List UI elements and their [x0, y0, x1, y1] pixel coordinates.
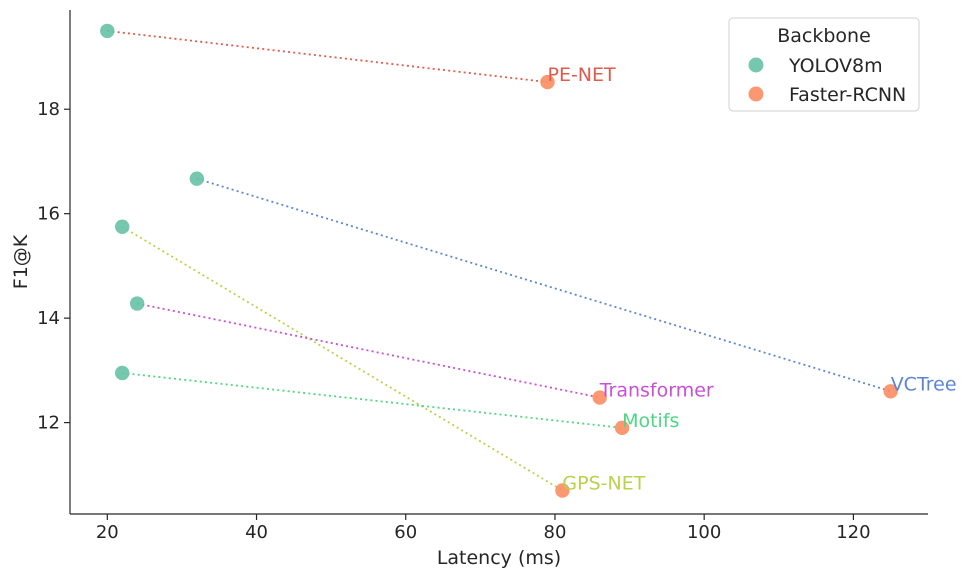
connection-line-gps-net [121, 225, 563, 492]
legend-title: Backbone [777, 25, 871, 47]
y-tick-label: 16 [37, 204, 60, 225]
connection-lines [107, 29, 891, 492]
point-yolov8m-gps-net [115, 219, 130, 234]
connection-line-pe-net [107, 29, 548, 83]
point-yolov8m-transformer [129, 296, 145, 311]
connection-line-vctree [196, 177, 891, 393]
point-faster-rcnn-gps-net [555, 483, 570, 498]
y-axis-label: F1@K [10, 234, 32, 289]
legend-marker [748, 57, 764, 73]
x-tick-label: 120 [836, 522, 870, 543]
point-faster-rcnn-pe-net [540, 74, 555, 90]
point-yolov8m-vctree [189, 171, 205, 186]
model-label-transformer: Transformer [599, 380, 714, 402]
x-tick-label: 60 [394, 522, 417, 543]
point-faster-rcnn-vctree [883, 384, 898, 399]
connection-line-motifs [122, 372, 623, 429]
x-tick-label: 40 [245, 522, 268, 543]
model-label-vctree: VCTree [891, 373, 957, 395]
model-label-pe-net: PE-NET [547, 64, 616, 86]
legend: Backbone YOLOV8m Faster-RCNN [728, 17, 920, 112]
model-label-gps-net: GPS-NET [562, 472, 645, 494]
y-tick-label: 18 [37, 99, 60, 120]
data-points [100, 23, 898, 498]
model-labels: PE-NET VCTree GPS-NET Transformer Motifs [547, 64, 956, 494]
x-axis-label: Latency (ms) [437, 547, 561, 569]
model-label-motifs: Motifs [622, 410, 679, 432]
point-yolov8m-pe-net [100, 23, 115, 39]
legend-entry-label: YOLOV8m [788, 55, 883, 77]
x-tick-label: 100 [687, 522, 721, 543]
point-yolov8m-motifs [115, 365, 130, 381]
y-tick-label: 14 [37, 308, 60, 329]
connection-line-transformer [136, 302, 600, 399]
legend-marker [748, 86, 764, 102]
axes: 20 40 60 80 100 120 12 14 16 18 Latency (ms) F1@K [10, 10, 928, 569]
x-tick-label: 80 [544, 522, 567, 543]
x-tick-label: 20 [96, 522, 119, 543]
y-tick-label: 12 [37, 413, 60, 434]
point-faster-rcnn-transformer [592, 390, 607, 405]
legend-entry-label: Faster-RCNN [789, 84, 906, 106]
legend-box [728, 17, 920, 112]
point-faster-rcnn-motifs [614, 420, 630, 436]
